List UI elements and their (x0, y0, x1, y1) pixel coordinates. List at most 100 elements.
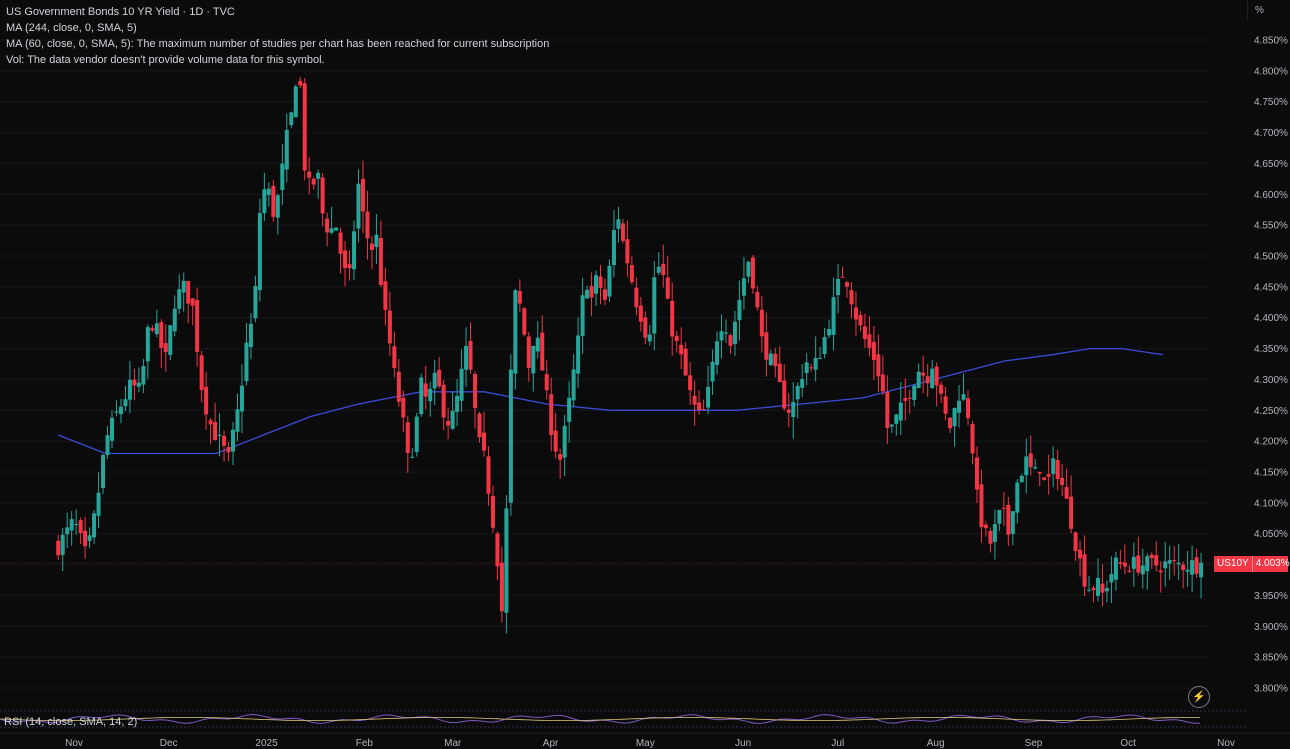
rsi-pane[interactable] (0, 708, 1290, 734)
candle-body (69, 519, 74, 531)
candle-body (943, 396, 948, 414)
candle-body (56, 540, 61, 556)
candle-body (1145, 556, 1150, 572)
candle-body (1140, 565, 1145, 575)
candle-body (248, 323, 253, 348)
candle-body (849, 290, 854, 305)
candle-body (894, 414, 899, 424)
candle-body (876, 354, 881, 377)
candle-body (495, 533, 500, 567)
candle-body (571, 369, 576, 401)
candle-body (970, 424, 975, 454)
candle-body (813, 357, 818, 370)
candle-body (190, 298, 195, 306)
candle-body (217, 434, 222, 436)
candle-body (289, 112, 294, 126)
y-tick-label: 4.700% (1254, 128, 1288, 139)
candle-body (683, 348, 688, 376)
candle-body (1046, 474, 1051, 477)
candle-body (786, 409, 791, 413)
candle-body (1073, 532, 1078, 552)
candle-body (966, 398, 971, 419)
candle-body (1078, 549, 1083, 559)
candle-body (432, 372, 437, 389)
candle-body (473, 373, 478, 409)
candle-body (83, 530, 88, 547)
legend-title[interactable]: US Government Bonds 10 YR Yield · 1D · T… (6, 6, 235, 18)
candle-body (656, 266, 661, 273)
candle-body (1113, 557, 1118, 580)
candle-body (871, 341, 876, 361)
candle-body (195, 299, 200, 352)
y-tick-label: 3.800% (1254, 684, 1288, 695)
candle-body (401, 397, 406, 418)
candle-body (522, 308, 527, 335)
candle-body (490, 495, 495, 528)
candle-body (746, 261, 751, 277)
candle-body (580, 295, 585, 336)
candle-body (499, 562, 504, 612)
candle-body (795, 385, 800, 400)
candle-body (419, 377, 424, 415)
candle-body (1095, 577, 1100, 596)
candle-body (329, 228, 334, 233)
candle-body (1051, 458, 1056, 474)
candle-body (1158, 570, 1163, 573)
candle-body (526, 336, 531, 368)
candle-body (468, 340, 473, 370)
rsi-ma-line (0, 717, 1200, 721)
candle-body (1087, 589, 1092, 591)
candle-body (325, 218, 330, 233)
candle-body (652, 277, 657, 334)
x-axis[interactable]: Nov Dec 2025 Feb Mar Apr May Jun Jul Aug Sep Oct Nov (65, 738, 1235, 749)
legend-ma-60[interactable]: MA (60, close, 0, SMA, 5): The maximum n… (6, 38, 550, 50)
candle-body (974, 457, 979, 490)
candle-body (154, 323, 159, 335)
candle-body (822, 337, 827, 354)
candle-body (101, 455, 106, 489)
candle-body (903, 398, 908, 401)
candle-body (1100, 583, 1105, 593)
legend-ma-244[interactable]: MA (244, close, 0, SMA, 5) (6, 22, 137, 34)
candle-body (204, 386, 209, 415)
candle-body (1042, 477, 1047, 480)
candle-body (343, 250, 348, 268)
y-axis[interactable]: 4.850% 4.800% 4.750% 4.700% 4.650% 4.600% 4.55… (1254, 36, 1288, 695)
candle-body (222, 435, 227, 446)
price-tag-symbol: US10Y (1214, 556, 1253, 572)
legend-volume[interactable]: Vol: The data vendor doesn't provide vol… (6, 54, 325, 66)
candle-body (392, 346, 397, 368)
candle-body (163, 343, 168, 353)
candle-body (907, 397, 912, 399)
candle-body (186, 280, 191, 304)
candle-body (1172, 560, 1177, 562)
candle-body (898, 402, 903, 421)
candle-body (356, 183, 361, 229)
candle-body (831, 297, 836, 335)
rsi-label[interactable]: RSI (14, close, SMA, 14, 2) (4, 716, 138, 728)
candle-body (611, 230, 616, 266)
candle-body (867, 334, 872, 348)
candle-body (262, 189, 267, 214)
candle-body (374, 234, 379, 248)
candle-body (127, 379, 132, 400)
candle-body (728, 335, 733, 346)
unit-label[interactable]: % (1255, 5, 1264, 16)
y-tick-label: 4.300% (1254, 375, 1288, 386)
candle-body (643, 317, 648, 338)
candle-body (60, 534, 65, 555)
y-tick-label: 4.800% (1254, 66, 1288, 77)
candle-body (141, 365, 146, 385)
x-tick-label: Jul (831, 738, 844, 749)
lightning-icon[interactable]: ⚡ (1188, 686, 1210, 708)
candle-body (1033, 467, 1038, 469)
candle-body (737, 299, 742, 321)
candle-body (1091, 587, 1096, 590)
x-tick-label: Oct (1120, 738, 1136, 749)
candle-body (208, 420, 213, 425)
candle-body (741, 278, 746, 296)
candle-body (692, 395, 697, 405)
candle-body (1001, 507, 1006, 509)
